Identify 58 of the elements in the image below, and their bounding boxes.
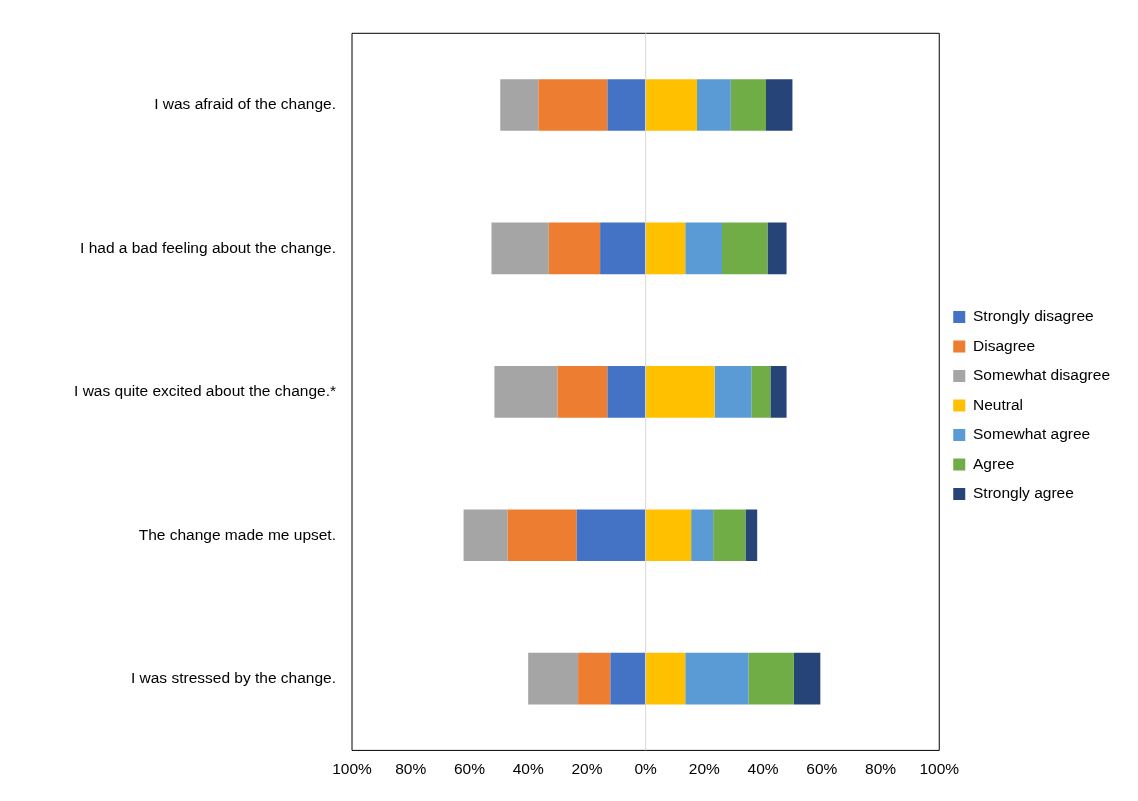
x-tick-label: 80% (865, 759, 897, 777)
bar (645, 79, 698, 131)
y-tick-label: I was stressed by the change. (130, 668, 336, 686)
bar (691, 509, 714, 562)
x-tick-label: 20% (571, 759, 603, 777)
x-tick-label: 100% (332, 759, 373, 777)
bar (576, 509, 646, 562)
bar (557, 366, 608, 418)
bar (607, 79, 646, 131)
bar (645, 366, 715, 418)
bar (507, 509, 577, 562)
bar (538, 79, 608, 131)
x-tick-label: 80% (395, 759, 427, 777)
bar (578, 652, 611, 705)
x-tick-label: 40% (747, 759, 779, 777)
legend-label: Disagree (973, 336, 1036, 354)
bar (745, 509, 758, 562)
bar (721, 222, 768, 275)
bar (766, 79, 793, 131)
legend-label: Neutral (973, 395, 1023, 413)
x-tick-label: 60% (453, 759, 486, 777)
y-tick-label: I was quite excited about the change.* (74, 382, 336, 400)
legend-label: Strongly disagree (973, 307, 1094, 325)
y-tick-label: I had a bad feeling about the change. (80, 238, 336, 256)
bar (697, 79, 731, 131)
legend-label: Somewhat agree (973, 425, 1091, 443)
bar (600, 222, 646, 275)
bar (714, 366, 752, 418)
bar (607, 366, 646, 418)
x-tick-label: 0% (634, 759, 658, 777)
bar (751, 366, 771, 418)
x-tick-label: 40% (512, 759, 544, 777)
bar (610, 652, 646, 705)
bar (528, 652, 579, 705)
bar (500, 79, 539, 131)
y-tick-label: I was afraid of the change. (154, 95, 336, 113)
bar (494, 366, 558, 418)
bar (713, 509, 746, 562)
bar (645, 652, 686, 705)
x-tick-label: 100% (919, 759, 960, 777)
bar (645, 509, 692, 562)
bar (730, 79, 767, 131)
x-tick-label: 20% (688, 759, 721, 777)
bar (748, 652, 794, 705)
bar (463, 509, 508, 562)
bar (685, 222, 722, 275)
bar (491, 222, 549, 275)
bar (685, 652, 749, 705)
bar (793, 652, 821, 705)
legend-label: Strongly agree (973, 484, 1074, 502)
bar (548, 222, 601, 275)
legend-label: Somewhat disagree (973, 366, 1111, 384)
bar (645, 222, 686, 275)
y-tick-label: The change made me upset. (138, 525, 336, 543)
legend-label: Agree (973, 454, 1015, 472)
bar (770, 366, 787, 418)
bar (767, 222, 787, 275)
x-tick-label: 60% (806, 759, 838, 777)
